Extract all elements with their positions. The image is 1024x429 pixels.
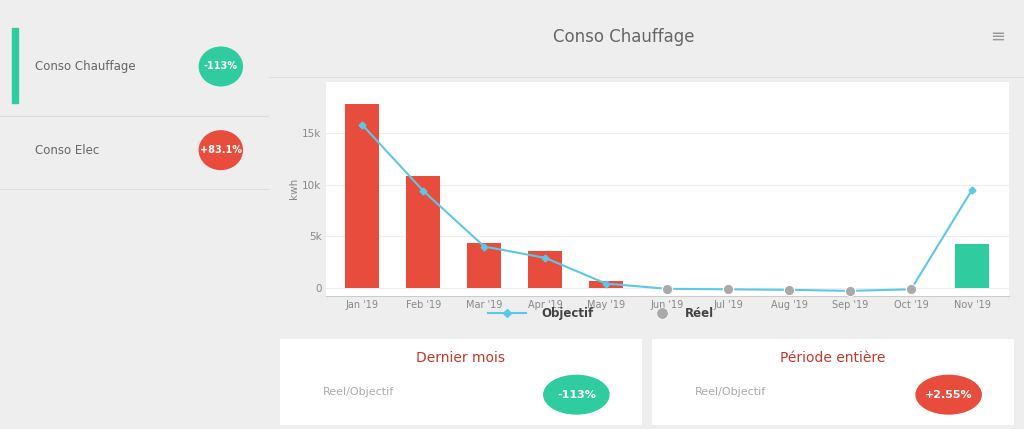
Ellipse shape: [200, 131, 243, 169]
FancyBboxPatch shape: [644, 338, 1021, 426]
Text: Reel/Objectif: Reel/Objectif: [695, 387, 767, 397]
Point: [903, 286, 920, 293]
Point: [720, 286, 736, 293]
Text: Conso Chauffage: Conso Chauffage: [35, 60, 135, 73]
Text: -113%: -113%: [204, 61, 238, 72]
Text: -113%: -113%: [557, 390, 596, 400]
Text: Conso Elec: Conso Elec: [35, 144, 99, 157]
Point: [781, 287, 798, 293]
Text: Période entière: Période entière: [780, 351, 886, 365]
Ellipse shape: [544, 375, 609, 414]
Bar: [528, 251, 562, 288]
Bar: [407, 176, 440, 288]
Bar: [345, 104, 379, 288]
Text: ≡: ≡: [990, 28, 1006, 45]
Point: [653, 310, 670, 317]
Bar: [12, 28, 18, 103]
Y-axis label: kwh: kwh: [290, 178, 299, 199]
Text: Reel/Objectif: Reel/Objectif: [323, 387, 394, 397]
Bar: [955, 245, 989, 288]
Ellipse shape: [916, 375, 981, 414]
Bar: [590, 281, 623, 288]
Text: +2.55%: +2.55%: [925, 390, 973, 400]
Text: Conso Chauffage: Conso Chauffage: [553, 28, 694, 45]
Text: +83.1%: +83.1%: [200, 145, 242, 155]
FancyBboxPatch shape: [272, 338, 649, 426]
Point: [842, 287, 858, 294]
Bar: [467, 243, 501, 288]
Text: Objectif: Objectif: [541, 307, 593, 320]
Ellipse shape: [200, 47, 243, 86]
Point: [659, 285, 676, 292]
Text: Dernier mois: Dernier mois: [416, 351, 505, 365]
Text: Réel: Réel: [684, 307, 714, 320]
